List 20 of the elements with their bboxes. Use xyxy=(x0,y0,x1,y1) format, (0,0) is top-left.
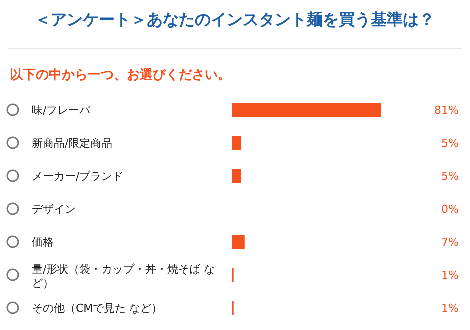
chart-title: ＜アンケート＞あなたのインスタント麺を買う基準は？ xyxy=(35,10,435,29)
text: 以下の中から一つ、お選びください。 xyxy=(10,68,231,83)
data-label: 81% xyxy=(434,104,459,117)
data-label: 5% xyxy=(442,170,459,183)
y-tick-label: メーカー/ブランド xyxy=(32,170,124,183)
y-tick-label: 味/フレーバ xyxy=(32,104,92,117)
y-tick-label: その他（CMで見た など） xyxy=(32,302,163,315)
data-label: 5% xyxy=(442,137,459,150)
data-label: 1% xyxy=(442,269,459,282)
data-label: 1% xyxy=(442,302,459,315)
data-label: 0% xyxy=(442,203,459,216)
y-tick-label: 量/形状（袋・カップ・丼・焼そば など） xyxy=(32,263,216,290)
y-tick-label: 新商品/限定商品 xyxy=(32,137,113,150)
bar xyxy=(232,136,242,150)
data-label: 7% xyxy=(442,236,459,249)
bar xyxy=(232,235,245,249)
y-tick-label: 価格 xyxy=(32,236,54,249)
y-tick-label: デザイン xyxy=(32,203,76,216)
bar xyxy=(232,103,381,117)
bar xyxy=(232,169,242,183)
